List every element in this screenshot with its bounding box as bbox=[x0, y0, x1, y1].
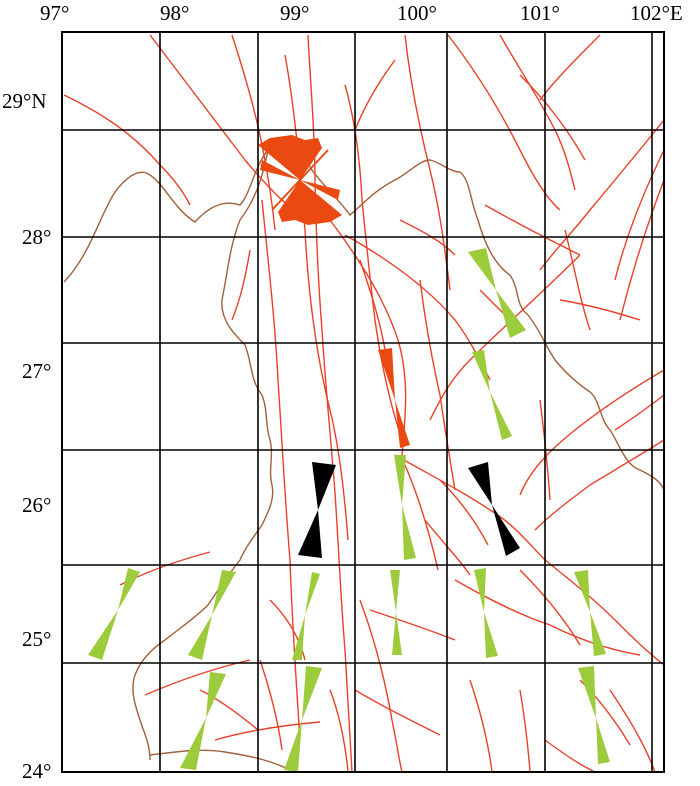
province-borders bbox=[63, 143, 665, 771]
rose-diagram bbox=[180, 672, 226, 770]
fault-line bbox=[231, 249, 251, 321]
rose-diagram bbox=[88, 568, 140, 660]
lon-label-97: 97° bbox=[40, 1, 69, 25]
grid bbox=[61, 31, 665, 773]
fault-line bbox=[404, 34, 451, 291]
rose-diagram bbox=[472, 350, 512, 440]
rose-diagram bbox=[394, 455, 416, 560]
lat-label-26: 26° bbox=[22, 493, 51, 517]
rose-diagram bbox=[578, 666, 610, 764]
rose-diagram bbox=[292, 572, 320, 660]
lat-label-29: 29°N bbox=[2, 89, 47, 113]
fault-line bbox=[259, 659, 283, 751]
fault-line bbox=[519, 369, 665, 496]
lon-label-99: 99° bbox=[280, 1, 309, 25]
map-frame bbox=[61, 31, 665, 773]
lon-label-100: 100° bbox=[397, 1, 437, 25]
fault-line bbox=[447, 34, 561, 211]
province-border-south bbox=[149, 749, 291, 771]
rose-diagram bbox=[258, 135, 342, 225]
fault-line bbox=[539, 34, 601, 101]
fault-line bbox=[519, 569, 581, 646]
fault-line bbox=[329, 689, 349, 773]
fault-line bbox=[63, 94, 191, 206]
fault-line bbox=[394, 454, 546, 561]
fault-line bbox=[214, 721, 321, 741]
fault-line bbox=[534, 439, 665, 531]
fault-line bbox=[614, 149, 665, 281]
rose-diagram bbox=[298, 462, 336, 558]
rose-diagram bbox=[188, 570, 236, 660]
longitude-labels: 97° 98° 99° 100° 101° 102°E bbox=[40, 1, 683, 25]
fault-line bbox=[539, 119, 665, 271]
fault-line bbox=[544, 559, 665, 666]
lon-label-98: 98° bbox=[160, 1, 189, 25]
fault-line bbox=[469, 679, 493, 773]
fault-line bbox=[354, 59, 396, 131]
lat-label-25: 25° bbox=[22, 627, 51, 651]
fault-line bbox=[284, 54, 349, 541]
fault-line bbox=[544, 739, 596, 773]
fault-line bbox=[344, 234, 491, 381]
province-border-north bbox=[63, 143, 665, 491]
fault-line bbox=[199, 689, 259, 731]
fault-line bbox=[269, 599, 306, 661]
fault-line bbox=[614, 394, 665, 431]
lat-label-27: 27° bbox=[22, 359, 51, 383]
fault-line bbox=[519, 74, 586, 161]
fault-line bbox=[429, 254, 581, 421]
rose-diagrams bbox=[88, 135, 610, 772]
fault-line bbox=[559, 299, 641, 321]
fault-line bbox=[231, 34, 276, 231]
lat-label-24: 24° bbox=[22, 759, 51, 783]
fault-line bbox=[419, 279, 456, 491]
fault-line bbox=[344, 84, 403, 441]
rose-diagram bbox=[474, 568, 498, 658]
fault-line bbox=[539, 399, 551, 501]
lon-label-102: 102°E bbox=[630, 1, 683, 25]
fault-line bbox=[369, 609, 456, 641]
lat-label-28: 28° bbox=[22, 225, 51, 249]
fault-line bbox=[404, 464, 439, 571]
fault-line bbox=[424, 519, 471, 576]
rose-diagram bbox=[390, 570, 402, 655]
rose-diagram bbox=[391, 580, 399, 610]
fault-line bbox=[564, 229, 591, 331]
lon-label-101: 101° bbox=[520, 1, 560, 25]
fault-lines bbox=[63, 34, 665, 773]
fault-line bbox=[619, 179, 665, 321]
fault-line bbox=[439, 479, 489, 546]
rose-diagram bbox=[468, 248, 526, 338]
rose-diagram bbox=[468, 462, 520, 556]
fault-line bbox=[499, 34, 576, 191]
fault-line bbox=[399, 219, 456, 256]
province-border-west bbox=[132, 149, 274, 761]
rose-diagram bbox=[378, 348, 410, 448]
fault-line bbox=[359, 259, 386, 351]
fault-line bbox=[519, 689, 531, 773]
fault-line bbox=[354, 689, 441, 736]
rose-diagram bbox=[574, 570, 606, 656]
fault-line bbox=[484, 204, 581, 256]
latitude-labels: 29°N 28° 27° 26° 25° 24° bbox=[2, 89, 51, 783]
rose-diagram bbox=[284, 666, 322, 772]
fault-line bbox=[609, 689, 656, 773]
fault-line bbox=[261, 199, 301, 741]
